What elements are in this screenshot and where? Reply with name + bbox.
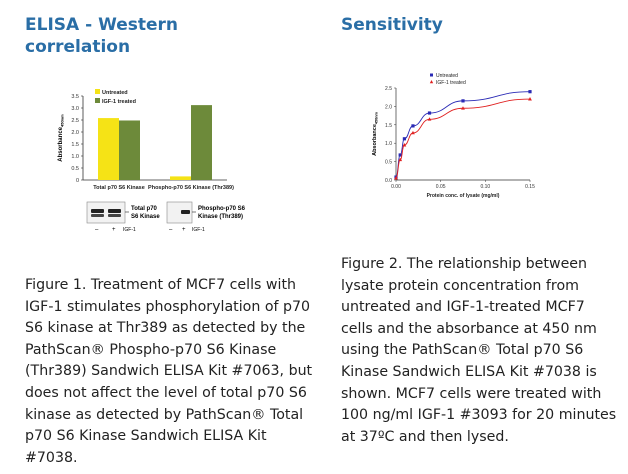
data-point [411,130,415,135]
data-point [427,117,432,121]
y-axis-label: Absorbance450nm [58,114,65,162]
y-tick-label: 2.0 [385,104,392,110]
blot-phospho-lane-minus: – [169,227,173,233]
right-heading: Sensitivity [341,15,443,35]
x-tick-label: 0.10 [480,184,490,190]
legend-swatch [429,80,434,84]
data-point [394,176,398,180]
blot-phospho-membrane [166,201,193,224]
elisa-bar-chart: 0 0.5 1.0 1.5 2.0 2.5 3.0 3.5 Absorbance450nm Tot… [58,89,234,191]
blot-phospho-band-treated [181,210,190,214]
blot-total-lane-plus: + [112,227,116,233]
blot-total-band2-untreated [91,214,104,217]
bar [191,105,212,180]
y-tick-label: 3.5 [71,94,79,100]
blot-phospho-label-2: Kinase (Thr389) [198,214,243,220]
blot-total-band2-treated [108,214,121,217]
y-tick-label: 2.0 [71,130,79,136]
blot-total-label-1: Total p70 [131,206,158,212]
data-point [427,111,432,115]
data-point [402,143,407,147]
blot-phospho-treatment: IGF-1 [192,227,205,233]
x-tick-label: 0.05 [436,184,446,190]
x-category-label: Total p70 S6 Kinase [93,185,145,191]
data-point [461,99,465,103]
data-point [528,90,532,94]
y-tick-label: 0.5 [71,166,79,172]
data-point [398,153,402,157]
series-line [395,91,531,178]
y-tick-label: 2.5 [385,86,392,92]
bar [170,176,191,180]
bar [119,120,140,180]
y-tick-label: 1.5 [71,142,79,148]
blot-phospho-label-1: Phospho-p70 S6 [198,206,246,212]
legend-label: Untreated [102,90,128,96]
data-point [461,106,465,110]
sensitivity-line-chart: 0.0 0.5 1.0 1.5 2.0 2.5 0.00 0.05 0.10 0.15 Protei… [372,73,535,199]
blot-total-label-2: S6 Kinase [131,214,160,220]
x-axis-label: Protein conc. of lysate (mg/ml) [427,193,500,199]
y-axis-label-subscript: 450nm [60,114,65,127]
y-tick-label: 3.0 [71,106,79,112]
blot-phospho-lane-plus: + [182,227,186,233]
data-point [528,97,532,101]
blot-total-band-untreated [91,209,104,213]
data-point [398,157,403,162]
y-tick-label: 1.0 [385,141,392,147]
legend-label: Untreated [436,73,458,79]
y-tick-label: 2.5 [71,118,79,124]
legend-label: IGF-1 treated [102,99,136,105]
x-category-label: Phospho-p70 S6 Kinase (Thr389) [148,185,234,191]
left-heading: ELISA - Western correlation [25,15,178,57]
x-tick-label: 0.00 [391,184,401,190]
y-tick-label: 1.0 [71,154,79,160]
bar [98,118,119,180]
data-point [402,137,406,141]
legend-swatch [95,89,100,94]
y-tick-label: 0 [76,178,79,184]
blot-phospho: Phospho-p70 S6 Kinase (Thr389) – + IGF-1 [166,201,246,233]
figure-2-caption: Figure 2. The relationship between lysat… [341,256,617,445]
legend-swatch [430,73,433,77]
y-axis-label: Absorbance450nm [372,111,378,155]
y-tick-label: 0.0 [385,178,392,184]
data-point [411,124,415,128]
y-axis-label-subscript: 450nm [374,111,378,124]
blot-total-lane-minus: – [95,227,99,233]
blot-total-membrane [86,201,126,224]
legend-swatch [95,98,100,103]
legend-label: IGF-1 treated [436,80,466,86]
blot-total-treatment: IGF-1 [123,227,136,233]
y-tick-label: 1.5 [385,123,392,129]
figure-1-caption: Figure 1. Treatment of MCF7 cells with I… [25,277,313,466]
y-tick-label: 0.5 [385,160,392,166]
blot-total-band-treated [108,209,121,213]
x-tick-label: 0.15 [525,184,535,190]
series-line [395,98,531,179]
western-blot-panel: Total p70 S6 Kinase – + IGF-1 Phospho-p7… [86,201,246,233]
blot-total: Total p70 S6 Kinase – + IGF-1 [86,201,160,233]
